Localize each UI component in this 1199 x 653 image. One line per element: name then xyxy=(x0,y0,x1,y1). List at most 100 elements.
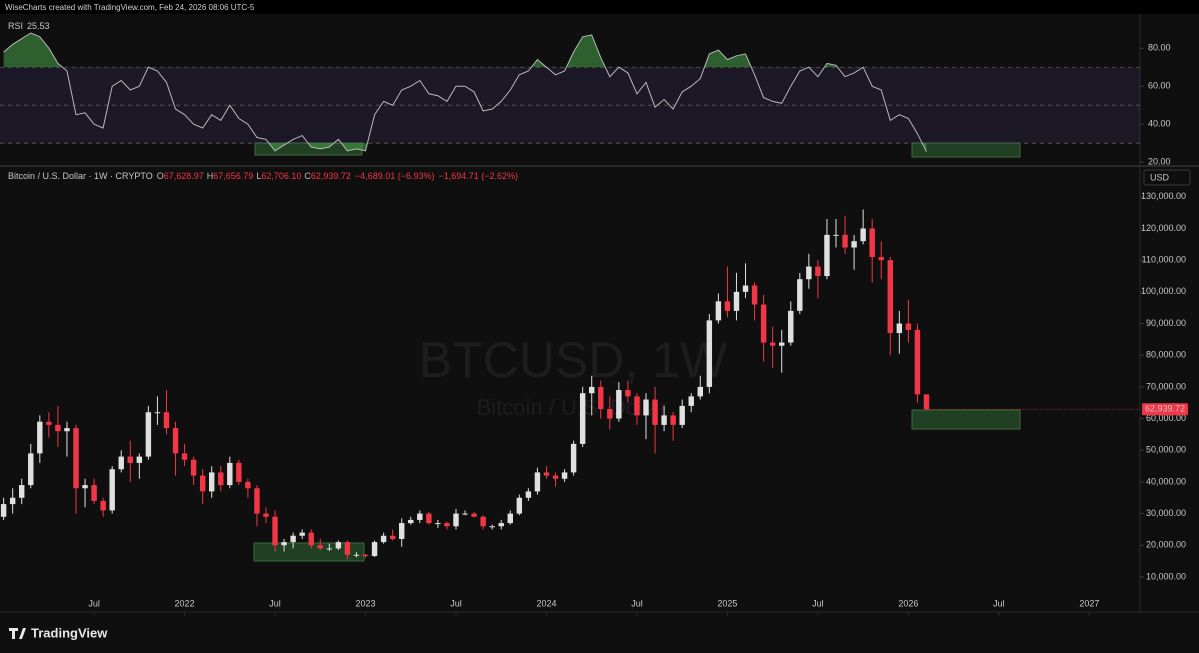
brand: TradingView xyxy=(31,625,108,640)
x-tick-label: Jul xyxy=(450,598,462,608)
candle-body xyxy=(661,415,667,425)
currency[interactable]: USD xyxy=(1150,172,1170,182)
candle-body xyxy=(824,234,830,277)
candle-body xyxy=(643,399,649,416)
candle-body xyxy=(779,342,785,346)
y-tick-label: 130,000.00 xyxy=(1141,191,1186,201)
rsi-y-tick-label: 80.00 xyxy=(1148,43,1171,53)
legend-value: 62,706.10 xyxy=(261,171,301,181)
candle-body xyxy=(444,523,450,527)
highlight-box xyxy=(911,142,1021,158)
candle-body xyxy=(797,279,803,311)
legend-key: L xyxy=(256,171,261,181)
candle-body xyxy=(28,453,34,486)
candle-body xyxy=(525,491,532,498)
candle-body xyxy=(833,234,839,236)
candle-body xyxy=(878,257,884,261)
highlight-box xyxy=(911,409,1021,430)
candle-body xyxy=(706,320,713,387)
candle-body xyxy=(742,285,749,292)
tradingview-logo: TradingView xyxy=(9,625,108,640)
currency-button[interactable] xyxy=(1143,169,1191,186)
candle-body xyxy=(299,532,305,536)
candle-body xyxy=(109,469,115,511)
legend-value: 62,939.72 xyxy=(311,171,351,181)
candle-body xyxy=(335,542,342,549)
candle-body xyxy=(154,412,161,414)
candle-body xyxy=(634,396,640,416)
candle-body xyxy=(308,532,314,546)
candle-body xyxy=(344,542,351,555)
last-price-label: 62,939.72 xyxy=(1145,404,1185,414)
candle-body xyxy=(55,424,61,432)
legend-change: −4,689.01 (−6.93%) xyxy=(355,171,435,181)
candle-body xyxy=(806,266,812,280)
x-tick-label: 2022 xyxy=(175,598,195,608)
candle-body xyxy=(0,504,7,517)
candle-body xyxy=(64,428,70,432)
candle-body xyxy=(272,516,278,546)
y-tick-label: 90,000.00 xyxy=(1146,318,1186,328)
candle-body xyxy=(923,394,930,410)
candle-body xyxy=(100,500,106,511)
candle-body xyxy=(480,516,486,527)
candle-body xyxy=(869,228,875,258)
candle-body xyxy=(46,421,52,425)
rsi-y-tick-label: 20.00 xyxy=(1148,157,1171,167)
candle-body xyxy=(543,472,550,476)
candle-body xyxy=(498,523,504,527)
candle-body xyxy=(815,266,821,277)
y-tick-label: 120,000.00 xyxy=(1141,223,1186,233)
legend-name: Bitcoin / U.S. Dollar · 1W · CRYPTO xyxy=(8,171,153,181)
x-tick-label: 2027 xyxy=(1079,598,1099,608)
candle-body xyxy=(371,542,378,557)
last-price-badge xyxy=(1142,403,1188,416)
candle-body xyxy=(760,304,767,343)
rsi-y-tick-label: 40.00 xyxy=(1148,119,1171,129)
candle-body xyxy=(181,453,188,460)
candle-body xyxy=(190,459,197,476)
candle-body xyxy=(408,519,414,524)
candle-body xyxy=(579,393,586,444)
candle-body xyxy=(534,472,541,492)
y-tick-label: 40,000.00 xyxy=(1146,476,1186,486)
candle-body xyxy=(896,323,903,334)
candle-body xyxy=(589,386,595,394)
candle-body xyxy=(236,462,242,482)
candle-body xyxy=(19,485,25,498)
legend-key: O xyxy=(157,171,164,181)
y-tick-label: 100,000.00 xyxy=(1141,286,1186,296)
candle-body xyxy=(598,386,604,410)
candle-body xyxy=(462,513,468,515)
credit: WiseCharts created with TradingView.com,… xyxy=(5,3,255,12)
candle-body xyxy=(127,456,133,463)
candle-body xyxy=(507,513,513,524)
legend-change: −1,694.71 (−2.62%) xyxy=(438,171,518,181)
x-tick-label: 2024 xyxy=(536,598,556,608)
footer xyxy=(0,620,1199,653)
y-tick-label: 50,000.00 xyxy=(1146,445,1186,455)
candle-body xyxy=(91,485,97,501)
candle-body xyxy=(516,497,523,514)
candle-body xyxy=(263,513,269,517)
candle-body xyxy=(317,545,323,549)
x-tick-label: Jul xyxy=(993,598,1005,608)
candle-body xyxy=(209,472,215,492)
y-tick-label: 20,000.00 xyxy=(1146,540,1186,550)
candle-body xyxy=(670,415,676,425)
candle-body xyxy=(199,475,206,492)
rsi-last-value: 25.53 xyxy=(27,21,50,31)
candle-body xyxy=(82,485,88,489)
candle-body xyxy=(435,523,441,525)
y-tick-label: 10,000.00 xyxy=(1146,571,1186,581)
y-tick-label: 60,000.00 xyxy=(1146,413,1186,423)
x-tick-label: 2023 xyxy=(356,598,376,608)
candle-body xyxy=(218,472,224,486)
candle-body xyxy=(905,323,912,330)
logo-icon xyxy=(9,628,26,639)
candle-body xyxy=(914,329,921,395)
candle-body xyxy=(453,513,459,527)
candle-body xyxy=(652,399,658,425)
